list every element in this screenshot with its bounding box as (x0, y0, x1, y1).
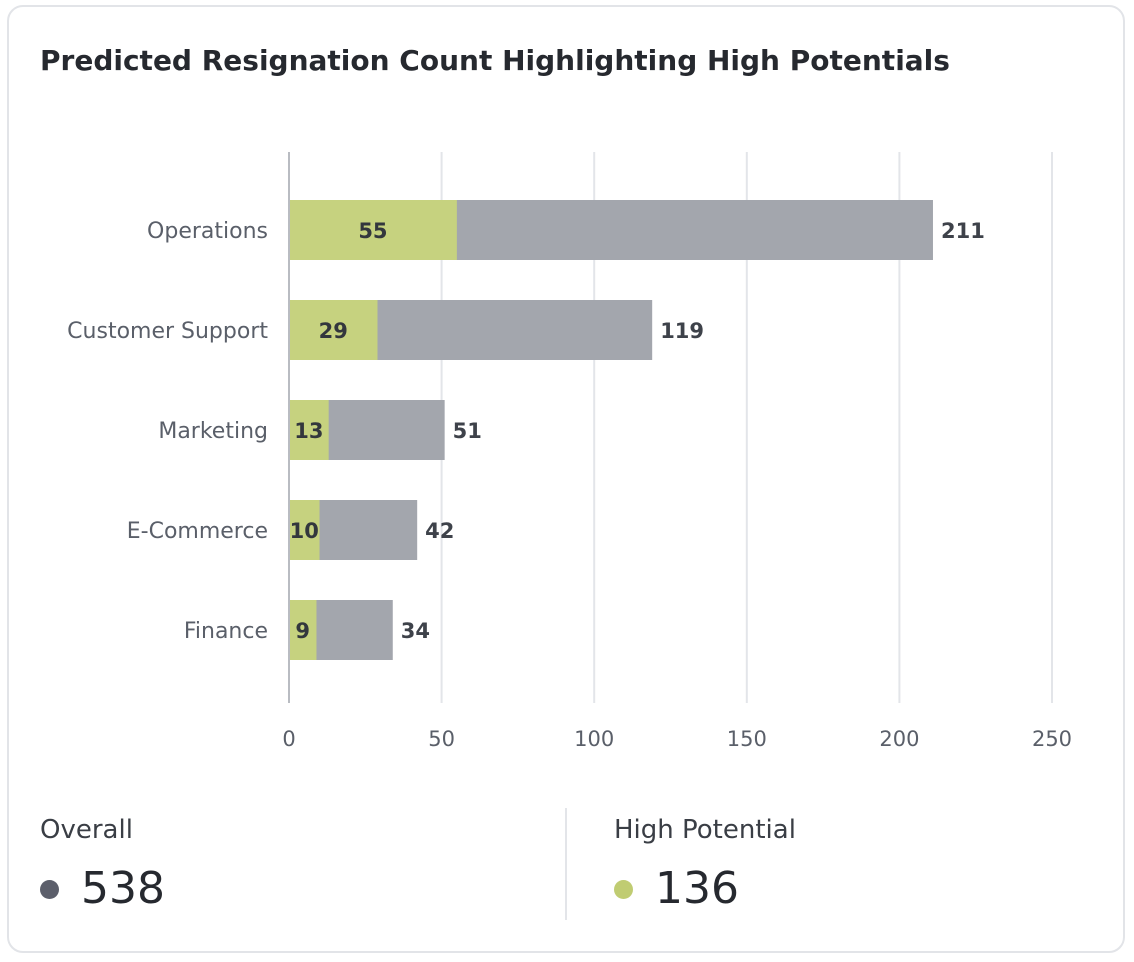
high-potential-label: High Potential (614, 815, 796, 845)
high-potential-value: 136 (655, 863, 739, 914)
total-data-label: 211 (941, 219, 985, 243)
overall-dot-icon (40, 879, 59, 899)
category-label: Operations (147, 219, 268, 244)
x-tick-label: 150 (727, 727, 767, 751)
x-tick-label: 250 (1032, 727, 1072, 751)
bar-high-potential (289, 600, 317, 660)
total-data-label: 119 (660, 319, 704, 343)
x-tick-label: 200 (879, 727, 919, 751)
category-label: E-Commerce (127, 519, 268, 544)
summary-overall: Overall 538 (40, 815, 165, 911)
summary-high-potential: High Potential 136 (614, 815, 796, 911)
chart-card (7, 5, 1125, 953)
bar-high-potential (289, 300, 378, 360)
bar-chart: 0 50 100 150 200 250 Operations 55 211 Customer S… (67, 152, 1072, 751)
summary-divider (565, 808, 567, 920)
bar-high-potential (289, 400, 329, 460)
chart-title: Predicted Resignation Count Highlighting… (40, 44, 950, 77)
total-data-label: 34 (401, 619, 430, 643)
high-potential-data-label: 13 (294, 419, 323, 443)
x-tick-label: 0 (282, 727, 295, 751)
high-potential-data-label: 10 (290, 519, 319, 543)
total-data-label: 51 (453, 419, 482, 443)
category-label: Marketing (158, 419, 268, 444)
bar-high-potential (289, 200, 457, 260)
high-potential-data-label: 9 (295, 619, 310, 643)
category-label: Finance (184, 619, 268, 644)
bar-high-potential (289, 500, 320, 560)
high-potential-data-label: 55 (358, 219, 387, 243)
x-tick-label: 50 (428, 727, 455, 751)
total-data-label: 42 (425, 519, 454, 543)
high-potential-dot-icon (614, 879, 633, 899)
x-tick-label: 100 (574, 727, 614, 751)
high-potential-data-label: 29 (319, 319, 348, 343)
overall-label: Overall (40, 815, 133, 845)
category-label: Customer Support (67, 319, 268, 344)
overall-value: 538 (81, 863, 165, 914)
